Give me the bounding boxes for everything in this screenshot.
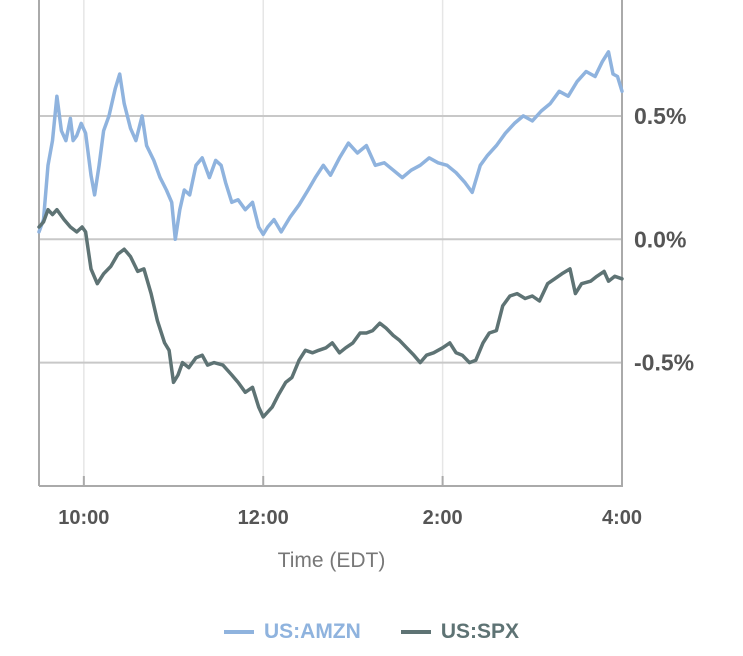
x-tick-label: 4:00	[602, 507, 642, 529]
x-tick-marks	[82, 476, 623, 487]
x-tick-labels: 10:00 12:00 2:00 4:00	[58, 507, 642, 529]
vertical-gridlines	[83, 0, 444, 486]
legend-swatch-amzn	[223, 630, 254, 634]
legend: US:AMZN US:SPX	[0, 620, 743, 644]
legend-label-amzn: US:AMZN	[263, 620, 361, 643]
series-line-us-amzn	[37, 50, 624, 242]
legend-item-spx: US:SPX	[400, 620, 519, 644]
y-tick-label: -0.5%	[634, 350, 694, 376]
legend-item-amzn: US:AMZN	[223, 620, 361, 644]
x-tick-label: 2:00	[423, 507, 463, 529]
x-tick-label: 10:00	[58, 507, 109, 529]
series-lines	[37, 50, 624, 419]
horizontal-gridlines	[39, 114, 622, 364]
series-line-us-spx	[37, 207, 624, 419]
legend-label-spx: US:SPX	[440, 620, 519, 643]
y-tick-label: 0.5%	[634, 103, 686, 129]
x-tick-label: 12:00	[238, 507, 289, 529]
y-tick-label: 0.0%	[634, 226, 686, 252]
x-axis-title: Time (EDT)	[278, 549, 386, 572]
legend-swatch-spx	[400, 630, 431, 634]
y-tick-labels: 0.5% 0.0% -0.5%	[634, 103, 694, 376]
